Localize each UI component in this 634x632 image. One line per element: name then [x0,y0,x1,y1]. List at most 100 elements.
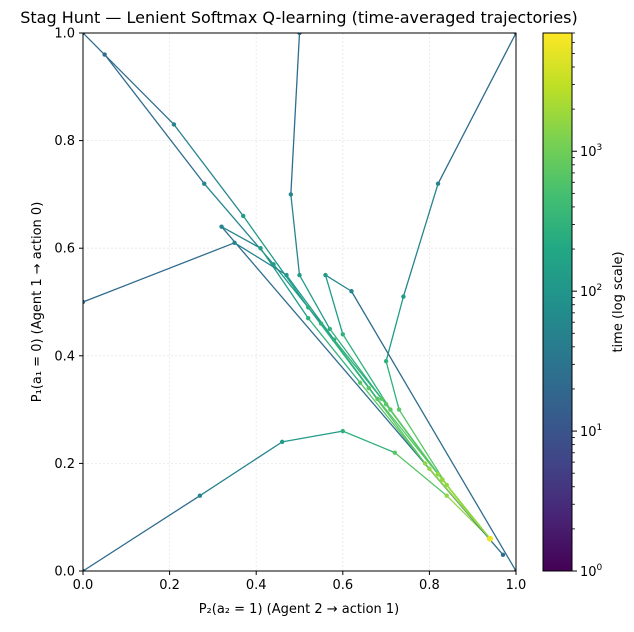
trajectory-segment [242,215,309,309]
trajectory-point [83,568,86,571]
y-axis-label: P₁(a₁ = 0) (Agent 1 → action 0) [30,202,45,403]
colorbar-label: time (log scale) [611,251,626,352]
trajectory-point [279,439,285,445]
trajectory-segment [329,328,383,400]
trajectory-point [271,262,276,267]
trajectory-point [171,122,177,127]
trajectory-segment [385,295,405,362]
trajectory-segment [298,274,331,330]
y-axis: 0.0 0.2 0.4 0.6 0.8 1.0 [54,27,83,580]
y-tick-label: 0.8 [54,134,75,149]
trajectory-point [219,224,224,229]
trajectory-point [202,181,207,186]
trajectory-series [83,33,516,571]
x-tick-label: 0.4 [246,578,267,593]
trajectory-segment [173,123,244,217]
trajectory-point [435,181,441,186]
colorbar-ticks: 100 101 102 103 [572,32,603,580]
trajectory-segment [83,33,175,126]
trajectory-point [241,213,246,219]
trajectory-point [375,396,380,402]
trajectory-point [258,246,263,251]
trajectory-point [401,294,406,299]
trajectory-point [349,289,354,294]
colorbar: 100 101 102 103 time (log scale) [542,32,626,580]
trajectory-point [357,380,363,385]
grid-lines [82,32,517,572]
y-tick-label: 1.0 [54,27,75,42]
x-tick-label: 1.0 [506,578,527,593]
trajectory-segment [290,193,301,276]
trajectory-point [340,428,345,434]
x-tick-label: 0.2 [159,578,180,593]
x-axis-label: P₂(a₂ = 1) (Agent 2 → action 1) [199,602,400,617]
trajectory-segment [394,451,448,497]
trajectory-segment [259,247,309,319]
trajectory-segment [281,430,344,443]
trajectory-point [305,315,311,321]
trajectory-segment [220,226,262,249]
trajectory-point [513,33,516,36]
trajectory-point [444,493,449,498]
trajectory-point [197,493,203,498]
y-tick-label: 0.4 [54,349,75,364]
trajectory-point [340,332,345,337]
y-tick-label: 0.6 [54,242,75,257]
trajectory-point [435,471,441,477]
colorbar-tick-label: 101 [580,423,602,440]
trajectory-point [323,272,328,278]
trajectory-segment [324,274,353,292]
trajectory-point [513,568,516,571]
trajectory-point [440,477,445,482]
trajectory-segment [233,242,288,276]
trajectory-point [232,240,237,246]
trajectory-points [83,33,516,571]
attractor-point [487,535,494,542]
y-tick-label: 0.0 [54,565,75,580]
colorbar-tick-label: 102 [580,283,602,300]
chart-title: Stag Hunt — Lenient Softmax Q-learning (… [20,8,577,27]
trajectory-point [379,396,384,402]
trajectory-point [422,461,428,466]
trajectory-point [297,272,302,278]
trajectory-point [366,385,371,391]
trajectory-point [396,407,402,412]
trajectory-segment [350,290,516,571]
colorbar-tick-label: 100 [580,563,603,580]
trajectory-segment [272,263,322,325]
colorbar-gradient [543,33,572,571]
trajectory-segment [83,495,201,571]
trajectory-segment [359,382,431,470]
trajectory-point [327,326,333,332]
trajectory-point [284,272,289,278]
x-tick-label: 0.8 [419,578,440,593]
colorbar-tick-label: 103 [580,143,602,160]
plot-frame [82,32,517,572]
trajectory-point [392,450,397,455]
colorbar-frame [542,32,573,572]
trajectory-point [83,299,86,305]
trajectory-segment [290,33,301,196]
trajectory-point [388,407,393,412]
trajectory-segment [385,360,400,411]
y-tick-label: 0.2 [54,457,75,472]
trajectory-point [500,552,506,558]
trajectory-segment [199,441,283,497]
trajectory-point [331,337,337,342]
x-tick-label: 0.0 [73,578,94,593]
trajectory-point [297,33,302,36]
trajectory-point [83,33,86,36]
trajectory-segment [437,33,516,185]
trajectory-segment [342,430,396,454]
x-axis: 0.0 0.2 0.4 0.6 0.8 1.0 [73,571,527,593]
trajectory-point [305,305,311,310]
trajectory-point [318,321,324,326]
trajectory-segment [324,274,344,335]
trajectory-point [383,402,389,407]
trajectory-point [444,482,449,488]
trajectory-point [427,466,432,471]
trajectory-point [383,358,389,364]
trajectory-point [102,52,107,57]
